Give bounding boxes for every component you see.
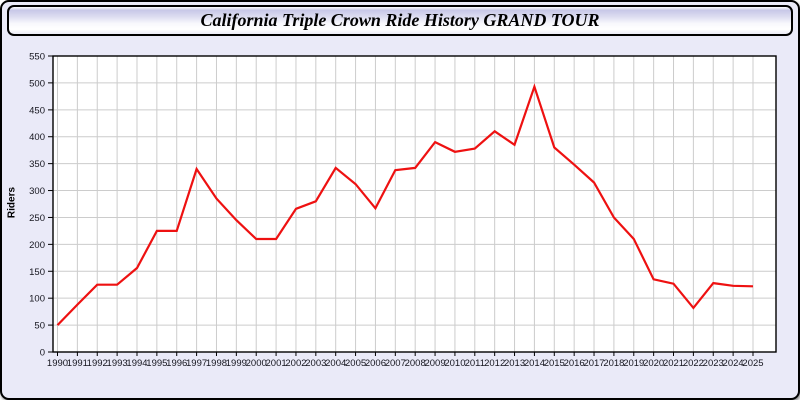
x-tick-label: 1996 (166, 358, 187, 369)
x-tick-label: 2005 (345, 358, 366, 369)
x-tick-label: 1992 (87, 358, 108, 369)
x-tick-label: 2012 (484, 358, 505, 369)
x-tick-label: 2015 (544, 358, 565, 369)
x-tick-label: 1990 (47, 358, 68, 369)
x-tick-label: 1994 (126, 358, 147, 369)
x-tick-label: 2011 (465, 358, 485, 369)
x-tick-label: 2025 (742, 358, 763, 369)
x-tick-label: 2016 (564, 358, 585, 369)
y-tick-label: 150 (29, 267, 45, 278)
x-tick-label: 2004 (325, 358, 346, 369)
x-tick-label: 2001 (266, 358, 287, 369)
y-tick-label: 250 (29, 213, 45, 224)
x-tick-label: 2018 (603, 358, 624, 369)
axis-frame (52, 55, 777, 353)
page-title: California Triple Crown Ride History GRA… (200, 10, 600, 30)
y-tick-label: 450 (29, 105, 45, 116)
y-axis-label: Riders (6, 186, 18, 219)
y-tick-label: 350 (29, 159, 45, 170)
x-tick-label: 2017 (583, 358, 604, 369)
title-bar: California Triple Crown Ride History GRA… (7, 5, 793, 36)
x-tick-label: 1991 (67, 358, 88, 369)
x-tick-label: 2022 (683, 358, 704, 369)
x-tick-label: 2020 (643, 358, 664, 369)
x-tick-label: 1997 (186, 358, 207, 369)
x-tick-label: 2007 (385, 358, 406, 369)
x-tick-label: 1995 (146, 358, 167, 369)
x-tick-label: 2014 (524, 358, 545, 369)
y-tick-label: 550 (29, 52, 45, 63)
x-tick-label: 2008 (405, 358, 426, 369)
y-tick-label: 0 (40, 348, 45, 359)
x-tick-label: 1993 (107, 358, 128, 369)
x-tick-label: 2010 (444, 358, 465, 369)
x-tick-label: 2013 (504, 358, 525, 369)
x-tick-label: 2024 (723, 358, 744, 369)
x-tick-label: 2003 (305, 358, 326, 369)
x-tick-label: 1999 (226, 358, 247, 369)
y-tick-label: 200 (29, 240, 45, 251)
y-tick-label: 100 (29, 294, 45, 305)
plot-background (53, 56, 776, 352)
y-tick-label: 500 (29, 78, 45, 89)
x-tick-label: 2002 (285, 358, 306, 369)
y-tick-label: 400 (29, 132, 45, 143)
x-tick-label: 2006 (365, 358, 386, 369)
y-tick-label: 300 (29, 186, 45, 197)
x-tick-label: 2009 (424, 358, 445, 369)
x-tick-label: 2023 (703, 358, 724, 369)
x-tick-label: 2021 (663, 358, 684, 369)
y-tick-label: 50 (34, 321, 45, 332)
ride-history-line (56, 83, 754, 326)
x-tick-label: 1998 (206, 358, 227, 369)
x-tick-label: 2000 (246, 358, 267, 369)
x-tick-label: 2019 (623, 358, 644, 369)
